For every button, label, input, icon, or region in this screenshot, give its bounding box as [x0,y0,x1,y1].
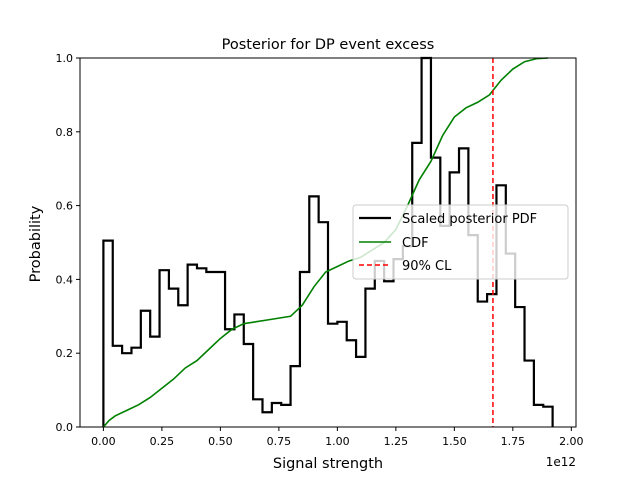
legend: Scaled posterior PDF CDF 90% CL [352,204,569,280]
legend-label-cl: 90% CL [402,259,452,274]
y-tick-label: 0.6 [56,200,74,213]
legend-label-pdf: Scaled posterior PDF [402,212,537,227]
y-tick-label: 0.4 [56,273,74,286]
legend-box [352,204,569,280]
x-tick-label: 0.25 [150,435,175,448]
x-axis-label: Signal strength [273,456,383,472]
x-tick-label: 0.50 [208,435,233,448]
x-tick-label: 0.00 [91,435,116,448]
legend-label-cdf: CDF [402,236,429,251]
x-tick-label: 0.75 [267,435,292,448]
y-tick-label: 0.2 [56,347,74,360]
chart-title: Posterior for DP event excess [222,37,435,53]
x-tick-label: 1.00 [325,435,350,448]
y-tick-label: 0.8 [56,126,74,139]
y-axis-label: Probability [28,205,44,282]
y-tick-label: 0.0 [56,421,74,434]
x-tick-label: 1.50 [442,435,467,448]
plot-frame [79,57,577,428]
x-axis-offset-label: 1e12 [546,455,576,469]
pdf-step-line [102,56,554,427]
cdf-line [102,57,548,428]
x-tick-label: 1.75 [501,435,526,448]
x-tick-label: 2.00 [559,435,584,448]
y-tick-label: 1.0 [56,52,74,65]
x-tick-label: 1.25 [384,435,409,448]
axis-ticks: 0.00 0.25 0.50 0.75 1.00 1.25 1.50 1.75 2.00 0.0 0… [56,52,584,448]
